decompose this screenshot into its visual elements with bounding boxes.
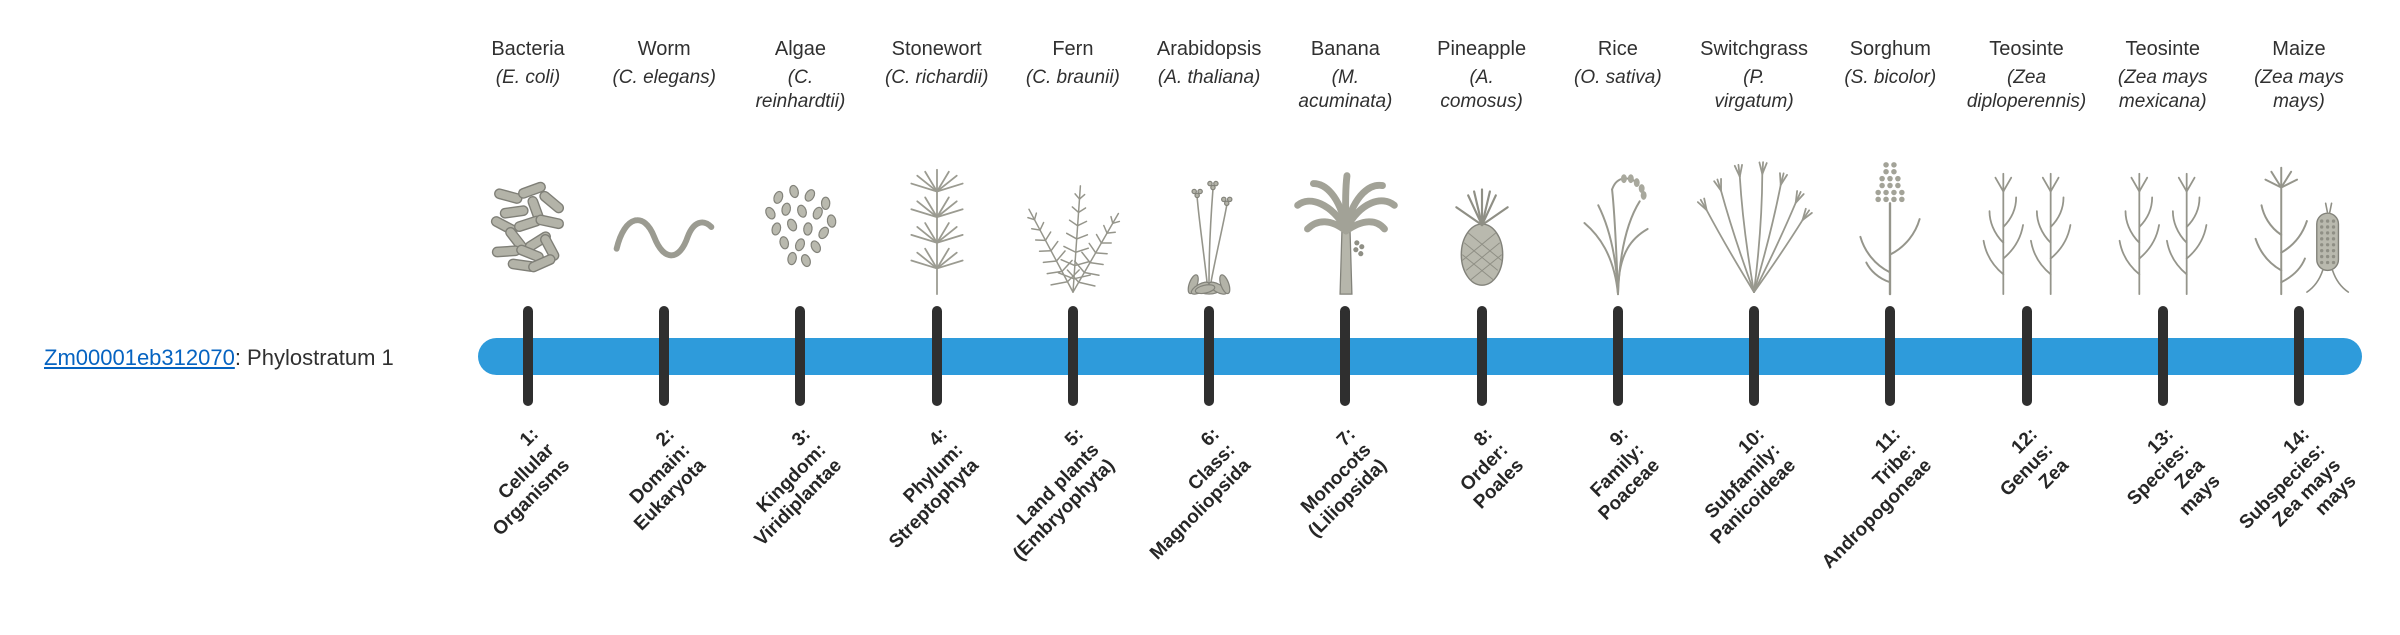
- timeline-tick: [932, 306, 942, 406]
- organism-column: Arabidopsis (A. thaliana) 6: Class: Magn…: [1141, 0, 1277, 580]
- stonewort-icon: [871, 152, 1003, 300]
- arabidopsis-icon: [1143, 152, 1275, 300]
- gene-label: Zm00001eb312070: Phylostratum 1: [44, 345, 394, 371]
- organism-column: Teosinte (Zea diploperennis) 12: Genus: …: [1959, 0, 2095, 580]
- algae-icon: [734, 152, 866, 300]
- organism-column: Switchgrass (P. virgatum) 10: Subfamily:…: [1686, 0, 1822, 580]
- organism-column: Maize (Zea mays mays) 14: Subspecies: Ze…: [2231, 0, 2367, 580]
- organism-column: Sorghum (S. bicolor) 11: Tribe: Andropog…: [1822, 0, 1958, 580]
- timeline-tick: [1204, 306, 1214, 406]
- pineapple-icon: [1416, 152, 1548, 300]
- organism-column: Rice (O. sativa) 9: Family: Poaceae: [1550, 0, 1686, 580]
- timeline-tick: [1613, 306, 1623, 406]
- fern-icon: [1007, 152, 1139, 300]
- phylostrata-diagram: Zm00001eb312070: Phylostratum 1 Bacteria…: [0, 0, 2400, 580]
- timeline-tick: [2022, 306, 2032, 406]
- timeline-tick: [2158, 306, 2168, 406]
- switchgrass-icon: [1688, 152, 1820, 300]
- organism-column: Algae (C. reinhardtii) 3: Kingdom: Virid…: [732, 0, 868, 580]
- organism-latin-name: (Zea mays mays): [2215, 66, 2383, 114]
- organism-column: Pineapple (A. comosus) 8: Order: Poales: [1414, 0, 1550, 580]
- organism-name: Maize: [2217, 38, 2381, 61]
- timeline-tick: [795, 306, 805, 406]
- organism-column: Banana (M. acuminata) 7: Monocots (Lilio…: [1277, 0, 1413, 580]
- maize-icon: [2233, 152, 2365, 300]
- timeline-tick: [1749, 306, 1759, 406]
- bacteria-icon: [462, 152, 594, 300]
- timeline-tick: [523, 306, 533, 406]
- organism-column: Bacteria (E. coli) 1: Cellular Organisms: [460, 0, 596, 580]
- timeline-tick: [1885, 306, 1895, 406]
- timeline-tick: [1068, 306, 1078, 406]
- gene-phylostratum-text: : Phylostratum 1: [235, 345, 394, 370]
- organism-column: Worm (C. elegans) 2: Domain: Eukaryota: [596, 0, 732, 580]
- worm-icon: [598, 152, 730, 300]
- teosinte-icon: [1961, 152, 2093, 300]
- timeline-tick: [1477, 306, 1487, 406]
- organism-column: Fern (C. braunii) 5: Land plants (Embryo…: [1005, 0, 1141, 580]
- banana-plant-icon: [1279, 152, 1411, 300]
- organism-column: Teosinte (Zea mays mexicana) 13: Species…: [2095, 0, 2231, 580]
- timeline-tick: [659, 306, 669, 406]
- organism-column: Stonewort (C. richardii) 4: Phylum: Stre…: [869, 0, 1005, 580]
- teosinte-icon: [2097, 152, 2229, 300]
- timeline-tick: [2294, 306, 2304, 406]
- timeline-tick: [1340, 306, 1350, 406]
- gene-link[interactable]: Zm00001eb312070: [44, 345, 235, 370]
- rice-plant-icon: [1552, 152, 1684, 300]
- sorghum-icon: [1824, 152, 1956, 300]
